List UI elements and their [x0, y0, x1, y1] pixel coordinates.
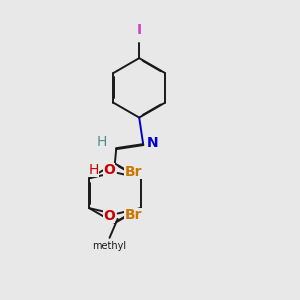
Text: O: O — [103, 163, 115, 177]
Text: H: H — [88, 163, 99, 177]
Text: Br: Br — [124, 208, 142, 222]
Text: H: H — [96, 135, 106, 149]
Text: methyl: methyl — [92, 241, 127, 251]
Text: Br: Br — [124, 165, 142, 178]
Text: N: N — [147, 136, 158, 150]
Text: I: I — [136, 22, 142, 37]
Text: O: O — [103, 209, 115, 223]
